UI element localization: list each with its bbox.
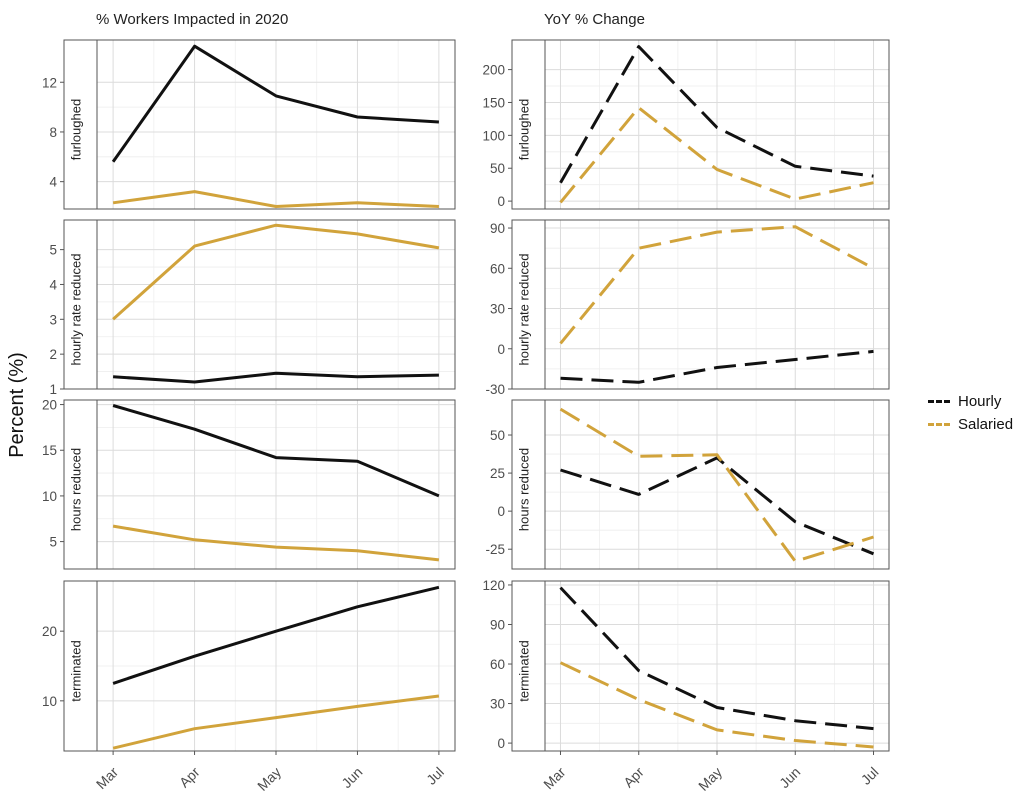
- y-tick-label-yoy-hours-reduced: 50: [490, 428, 505, 443]
- strip-label-yoy-furloughed: furloughed: [517, 99, 532, 160]
- legend: Hourly Salaried: [928, 390, 1024, 436]
- y-tick-label-level-hourly-rate-reduced: 1: [49, 382, 57, 397]
- y-tick-label-yoy-hours-reduced: 25: [490, 466, 505, 481]
- series-line-hourly-level-hourly-rate-reduced: [113, 371, 439, 384]
- y-tick-label-level-hourly-rate-reduced: 4: [49, 277, 57, 292]
- legend-label-hourly: Hourly: [958, 393, 1002, 410]
- x-tick-label-level: May: [254, 764, 284, 794]
- strip-label-yoy-hourly-rate-reduced: hourly rate reduced: [517, 253, 532, 365]
- series-line-hourly-level-furloughed: [111, 44, 439, 163]
- panel-border-yoy-furloughed: [544, 39, 890, 210]
- strip-box-yoy-hours-reduced: [511, 399, 546, 570]
- x-tick-label-yoy: Mar: [540, 764, 569, 793]
- y-tick-label-yoy-terminated: 30: [490, 697, 505, 712]
- legend-key-salaried: [928, 423, 950, 426]
- x-tick-label-level: Jul: [423, 764, 447, 788]
- y-tick-label-level-hourly-rate-reduced: 5: [49, 243, 57, 258]
- x-tick-label-yoy: Apr: [620, 764, 647, 791]
- series-line-hourly-yoy-hours-reduced: [560, 456, 875, 556]
- y-tick-label-level-furloughed: 12: [42, 75, 57, 90]
- series-line-hourly-yoy-furloughed: [559, 45, 874, 184]
- strip-box-yoy-terminated: [511, 580, 546, 752]
- series-line-salaried-level-hours-reduced: [112, 524, 440, 562]
- strip-box-yoy-hourly-rate-reduced: [511, 219, 546, 390]
- y-tick-label-yoy-hourly-rate-reduced: 0: [497, 342, 505, 357]
- strip-box-level-hours-reduced: [63, 399, 98, 570]
- y-tick-label-level-terminated: 20: [42, 624, 57, 639]
- series-line-salaried-level-terminated: [112, 694, 440, 750]
- y-tick-label-level-hourly-rate-reduced: 2: [49, 347, 57, 362]
- strip-label-yoy-terminated: terminated: [517, 640, 532, 701]
- facet-title-yoy: YoY % Change: [544, 11, 645, 28]
- y-tick-label-yoy-terminated: 90: [490, 617, 505, 632]
- y-tick-label-yoy-hours-reduced: -25: [485, 542, 505, 557]
- series-line-hourly-yoy-terminated: [559, 586, 874, 731]
- legend-item-salaried: Salaried: [928, 413, 1024, 436]
- y-tick-label-level-furloughed: 4: [49, 175, 57, 190]
- y-tick-label-yoy-terminated: 0: [497, 736, 505, 751]
- x-tick-label-yoy: Jun: [776, 764, 803, 791]
- x-tick-label-yoy: May: [695, 764, 725, 794]
- panel-border-level-hours-reduced: [96, 399, 456, 570]
- strip-label-level-terminated: terminated: [69, 640, 84, 701]
- x-tick-label-yoy: Jul: [858, 764, 882, 788]
- strip-label-yoy-hours-reduced: hours reduced: [517, 448, 532, 531]
- y-tick-label-yoy-hourly-rate-reduced: 30: [490, 302, 505, 317]
- strip-label-level-hourly-rate-reduced: hourly rate reduced: [69, 253, 84, 365]
- legend-key-hourly: [928, 400, 950, 403]
- y-tick-label-yoy-terminated: 120: [482, 578, 505, 593]
- y-tick-label-level-hours-reduced: 5: [49, 535, 57, 550]
- series-line-hourly-yoy-hourly-rate-reduced: [560, 349, 874, 384]
- y-tick-label-level-hours-reduced: 15: [42, 443, 57, 458]
- y-tick-label-level-hours-reduced: 20: [42, 398, 57, 413]
- series-line-salaried-yoy-furloughed: [559, 106, 874, 204]
- y-tick-label-yoy-hourly-rate-reduced: -30: [485, 382, 505, 397]
- strip-box-level-furloughed: [63, 39, 98, 210]
- panel-border-yoy-hours-reduced: [544, 399, 890, 570]
- panel-border-level-hourly-rate-reduced: [96, 219, 456, 390]
- strip-label-level-hours-reduced: hours reduced: [69, 448, 84, 531]
- panel-border-yoy-hourly-rate-reduced: [544, 219, 890, 390]
- y-tick-label-yoy-furloughed: 150: [482, 95, 505, 110]
- series-line-hourly-level-hours-reduced: [112, 404, 440, 498]
- facet-title-level: % Workers Impacted in 2020: [96, 11, 288, 28]
- x-tick-label-level: Apr: [176, 764, 203, 791]
- panel-border-level-furloughed: [96, 39, 456, 210]
- series-line-salaried-yoy-hours-reduced: [559, 407, 874, 563]
- y-tick-label-yoy-hours-reduced: 0: [497, 504, 505, 519]
- legend-item-hourly: Hourly: [928, 390, 1024, 413]
- series-line-hourly-level-terminated: [112, 585, 440, 685]
- x-tick-label-level: Jun: [338, 764, 365, 791]
- y-tick-label-yoy-furloughed: 0: [497, 194, 505, 209]
- y-tick-label-yoy-furloughed: 200: [482, 63, 505, 78]
- y-tick-label-level-hours-reduced: 10: [42, 489, 57, 504]
- x-tick-label-level: Mar: [93, 764, 122, 793]
- series-line-salaried-yoy-terminated: [559, 661, 874, 749]
- y-tick-label-yoy-hourly-rate-reduced: 90: [490, 221, 505, 236]
- y-axis-title: Percent (%): [6, 352, 28, 458]
- y-tick-label-level-furloughed: 8: [49, 125, 57, 140]
- series-line-salaried-level-hourly-rate-reduced: [112, 223, 440, 321]
- strip-box-level-terminated: [63, 580, 98, 752]
- series-line-salaried-level-furloughed: [112, 190, 439, 208]
- y-tick-label-level-terminated: 10: [42, 694, 57, 709]
- y-tick-label-yoy-terminated: 60: [490, 657, 505, 672]
- y-tick-label-yoy-hourly-rate-reduced: 60: [490, 261, 505, 276]
- strip-label-level-furloughed: furloughed: [69, 99, 84, 160]
- series-line-salaried-yoy-hourly-rate-reduced: [559, 225, 875, 345]
- y-tick-label-yoy-furloughed: 50: [490, 161, 505, 176]
- y-tick-label-yoy-furloughed: 100: [482, 128, 505, 143]
- legend-label-salaried: Salaried: [958, 416, 1014, 433]
- y-tick-label-level-hourly-rate-reduced: 3: [49, 312, 57, 327]
